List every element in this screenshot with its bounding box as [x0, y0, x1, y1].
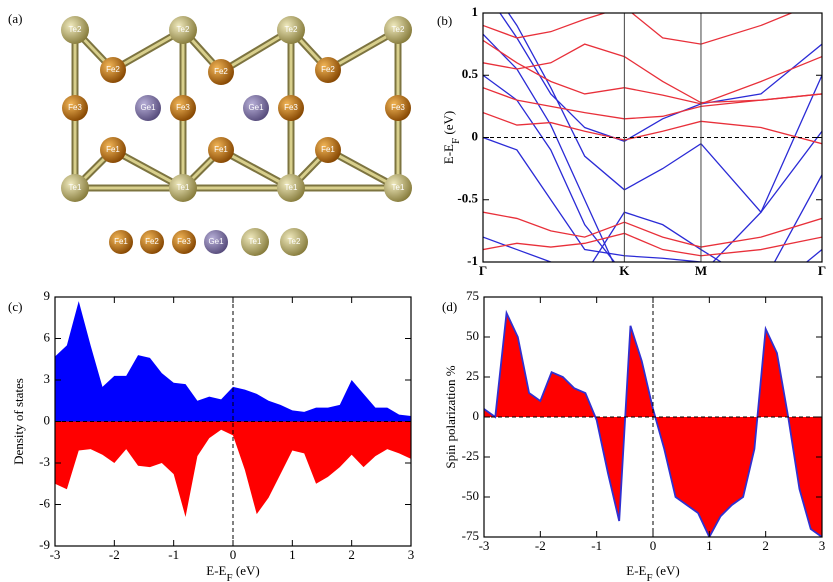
x-tick-label: 1 [706, 538, 713, 553]
x-tick-label: 2 [762, 538, 769, 553]
y-tick-label: 1 [472, 4, 479, 19]
x-tick-label: Γ [818, 263, 826, 278]
axis-label-part: E-E [206, 563, 226, 578]
y-tick-label: 0 [473, 408, 480, 423]
atom-label: Te2 [285, 25, 298, 34]
band-line [483, 0, 822, 212]
y-tick-label: -0.5 [457, 191, 478, 206]
atom-label: Fe3 [284, 103, 298, 112]
atom-label: Ge1 [208, 237, 224, 246]
atom-label: Te1 [392, 183, 405, 192]
x-tick-label: 0 [650, 538, 657, 553]
x-tick-label: 3 [408, 547, 415, 562]
atom-label: Te1 [69, 183, 82, 192]
atom-label: Te2 [288, 237, 301, 246]
atom-label: Te1 [249, 237, 262, 246]
axis-label-part: (eV) [233, 563, 260, 578]
axis-label-part: E-E [441, 144, 456, 164]
atom-label: Fe2 [106, 65, 120, 74]
y-tick-label: -6 [39, 495, 50, 510]
y-tick-label: -50 [462, 488, 479, 503]
x-tick-label: -2 [109, 547, 120, 562]
y-tick-label: 3 [44, 371, 51, 386]
y-tick-label: 9 [44, 288, 51, 303]
axis-label-part: (eV) [441, 111, 456, 138]
y-tick-label: 0.5 [462, 66, 479, 81]
y-tick-label: 0 [44, 412, 51, 427]
atom-label: Te1 [177, 183, 190, 192]
panel-label: (c) [8, 299, 22, 314]
atom-label: Fe2 [145, 237, 159, 246]
y-tick-label: 25 [466, 368, 479, 383]
y-tick-label: 6 [44, 329, 51, 344]
x-tick-label: 3 [819, 538, 826, 553]
band-line [483, 1, 822, 45]
atom-label: Ge1 [140, 103, 156, 112]
y-tick-label: 50 [466, 328, 479, 343]
x-tick-label: 2 [348, 547, 355, 562]
plot-area [483, 0, 822, 324]
y-tick-label: -25 [462, 448, 479, 463]
band-line [483, 212, 822, 287]
y-tick-label: -9 [39, 537, 50, 552]
y-tick-label: 75 [466, 288, 479, 303]
axis-label: E-EF (eV) [206, 563, 259, 582]
x-tick-label: Γ [479, 263, 487, 278]
axis-label: Spin polarization % [443, 365, 458, 468]
atom-label: Te2 [392, 25, 405, 34]
atom-label: Te2 [69, 25, 82, 34]
band-line [483, 233, 822, 255]
x-tick-label: -3 [479, 538, 490, 553]
panel-label: (a) [8, 11, 22, 26]
axis-label: E-EF (eV) [441, 111, 462, 164]
band-line [483, 88, 822, 119]
axis-label-part: (eV) [653, 563, 680, 578]
atom-label: Fe1 [321, 145, 335, 154]
x-tick-label: 1 [289, 547, 296, 562]
band-line [483, 212, 822, 247]
figure: (a) Te2 Te2 Te2 Te2 Fe2 Fe2 Fe2 Fe3 Ge1 Fe3 Ge1 Fe3… [0, 0, 833, 582]
atom-label: Fe3 [176, 103, 190, 112]
x-tick-label: K [619, 263, 630, 278]
axis-label: Density of states [11, 378, 26, 465]
atom-label: Fe2 [321, 65, 335, 74]
axis-label-part: E-E [626, 563, 646, 578]
atom-label: Fe1 [214, 145, 228, 154]
atom-label: Fe3 [68, 103, 82, 112]
x-tick-label: -1 [591, 538, 602, 553]
y-tick-label: -3 [39, 454, 50, 469]
y-tick-label: -1 [467, 253, 478, 268]
y-tick-label: -75 [462, 528, 479, 543]
atom-label: Fe1 [106, 145, 120, 154]
axis-label: E-EF (eV) [626, 563, 679, 582]
atom-label: Te1 [285, 183, 298, 192]
x-tick-label: -1 [168, 547, 179, 562]
atom-label: Fe2 [214, 67, 228, 76]
atom-label: Fe3 [177, 237, 191, 246]
panel-label: (d) [442, 299, 457, 314]
x-tick-label: -3 [50, 547, 61, 562]
panel-label: (b) [437, 13, 452, 28]
y-tick-label: 0 [472, 128, 479, 143]
atom-label: Fe3 [391, 103, 405, 112]
band-line [483, 44, 822, 103]
x-tick-label: -2 [535, 538, 546, 553]
atom-label: Ge1 [248, 103, 264, 112]
band-line [483, 138, 822, 287]
x-tick-label: M [695, 263, 707, 278]
atom-label: Te2 [177, 25, 190, 34]
band-line [483, 40, 822, 103]
atom-label: Fe1 [114, 237, 128, 246]
x-tick-label: 0 [230, 547, 237, 562]
